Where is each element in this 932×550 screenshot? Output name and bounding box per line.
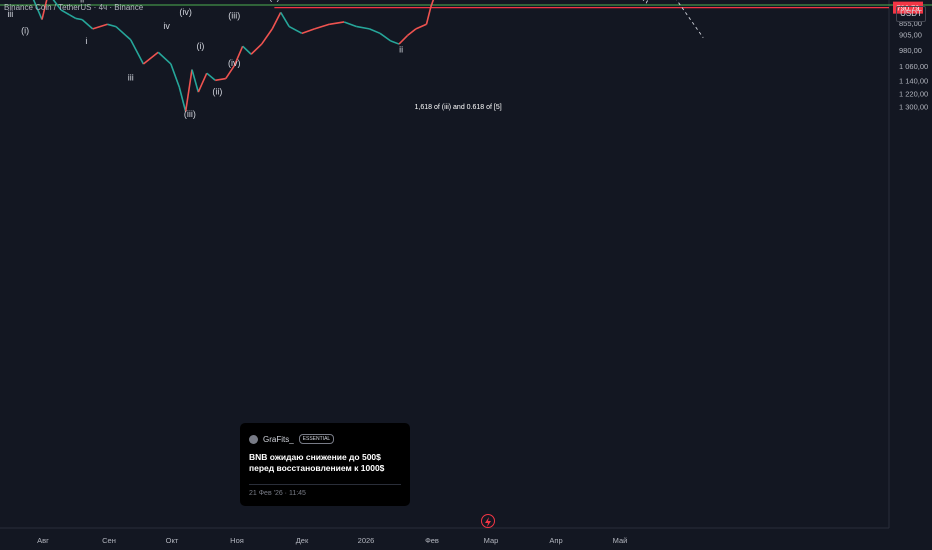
price-segment-7 [69,14,77,20]
forecast-path [642,0,704,38]
idea-author[interactable]: GraFits_ ESSENTIAL [249,434,335,444]
price-segment-15 [157,51,172,65]
price-segment-31 [301,28,315,35]
x-tick-label: Май [613,536,628,545]
wave-label-4: (i) [196,41,204,51]
price-segment-24 [233,45,244,67]
price-segment-8 [75,17,83,21]
level-badge-label: 790,79 [897,4,920,13]
price-segment-42 [425,7,432,25]
x-tick-label: Дек [296,536,309,545]
price-segment-35 [356,25,370,30]
price-segment-14 [142,51,159,65]
price-segment-43 [429,0,435,8]
price-segment-16 [170,63,181,88]
x-tick-label: 2026 [358,536,375,545]
price-segment-19 [191,69,200,93]
x-tick-label: Мар [484,536,499,545]
price-segment-21 [206,72,216,81]
price-segment-18 [184,69,193,112]
x-tick-label: Апр [549,536,562,545]
x-tick-label: Окт [166,536,179,545]
price-segment-11 [107,23,117,28]
wave-label-7: iv [163,21,170,31]
price-segment-32 [314,23,330,30]
price-segment-23 [225,65,235,79]
price-segment-37 [379,32,392,42]
price-axis-panel [889,0,932,550]
price-segment-34 [343,21,358,28]
price-segment-39 [398,34,409,45]
price-segment-28 [271,12,282,30]
wave-label-13: (v) [269,0,280,2]
price-segment-29 [280,11,290,27]
wave-label-10: (iv) [179,7,192,17]
level-badge [893,1,923,14]
plan-badge: ESSENTIAL [298,434,335,444]
price-segment-4 [41,0,48,20]
price-segment-5 [52,0,62,11]
x-tick-label: Ноя [230,536,244,545]
price-segment-3 [32,0,43,20]
avatar [249,434,258,444]
author-name[interactable]: GraFits_ [263,434,294,444]
wave-label-12: ii [80,0,84,4]
y-tick-label: 1 060,00 [899,62,928,71]
price-segment-26 [250,43,263,55]
wave-label-9: iii [7,9,13,19]
price-segment-33 [329,21,345,26]
currency-button[interactable]: USDT [896,6,926,22]
price-segment-25 [242,45,252,55]
y-tick-label: 1 140,00 [899,76,928,85]
price-segment-10 [92,23,108,30]
price-segment-13 [130,39,145,65]
price-segment-20 [197,72,208,93]
price-segment-36 [369,28,381,35]
lightning-icon[interactable] [481,514,495,528]
wave-label-1: (ii) [212,87,222,97]
y-tick-label: 980,00 [899,46,922,55]
wave-label-6: i [85,36,87,46]
price-segment-9 [81,19,94,30]
y-tick-label: 855,00 [899,19,922,28]
wave-label-8: (i) [21,25,29,35]
wave-label-5: ii [399,44,403,54]
y-tick-label: 905,00 [899,30,922,39]
target-zone-label: 1,618 of (iii) and 0.618 of [5] [415,104,502,111]
price-segment-12 [115,25,132,41]
wave-label-3: (iv) [228,58,241,68]
x-tick-label: Авг [37,536,49,545]
price-segment-30 [288,25,303,35]
x-tick-label: Фев [425,536,439,545]
wave-label-2: iii [128,72,134,82]
idea-card[interactable]: GraFits_ ESSENTIAL BNB ожидаю снижение д… [240,423,410,506]
divider [249,484,401,485]
price-segment-40 [406,28,417,37]
x-tick-label: Сен [102,536,116,545]
wave-label-0: (iii) [184,109,196,119]
wave-label-11: (iii) [228,10,240,20]
price-segment-27 [261,28,273,45]
idea-text: BNB ожидаю снижение до 500$ перед восста… [249,452,385,473]
idea-date: 21 Фев '26 · 11:45 [249,490,306,497]
chart-title: Binance Coin / TetherUS · 4ч · Binance [4,3,144,12]
price-segment-22 [215,77,226,82]
price-segment-38 [390,40,400,45]
price-segment-41 [415,23,427,30]
y-tick-label: 1 300,00 [899,102,928,111]
price-segment-17 [178,86,187,112]
y-tick-label: 1 220,00 [899,90,928,99]
price-segment-6 [60,9,70,16]
